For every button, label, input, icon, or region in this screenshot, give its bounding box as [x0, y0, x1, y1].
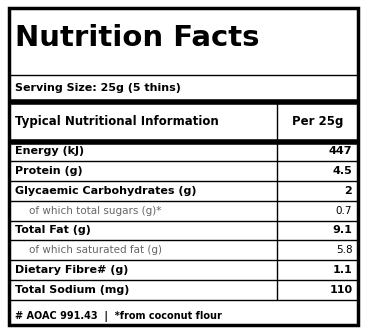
Text: Total Sodium (mg): Total Sodium (mg) [15, 285, 129, 295]
Text: Nutrition Facts: Nutrition Facts [15, 24, 259, 52]
Text: 4.5: 4.5 [333, 166, 352, 176]
Text: Serving Size: 25g (5 thins): Serving Size: 25g (5 thins) [15, 83, 181, 93]
Text: # AOAC 991.43  |  *from coconut flour: # AOAC 991.43 | *from coconut flour [15, 311, 222, 322]
Text: Protein (g): Protein (g) [15, 166, 82, 176]
Text: 110: 110 [329, 285, 352, 295]
Text: Total Fat (g): Total Fat (g) [15, 225, 91, 235]
Text: 5.8: 5.8 [336, 245, 352, 255]
Text: Per 25g: Per 25g [292, 115, 343, 128]
Text: 0.7: 0.7 [336, 206, 352, 216]
Text: Typical Nutritional Information: Typical Nutritional Information [15, 115, 218, 128]
Text: 9.1: 9.1 [333, 225, 352, 235]
Text: 1.1: 1.1 [333, 265, 352, 275]
Text: 447: 447 [329, 147, 352, 157]
Text: of which saturated fat (g): of which saturated fat (g) [29, 245, 162, 255]
Text: 2: 2 [345, 186, 352, 196]
Text: Glycaemic Carbohydrates (g): Glycaemic Carbohydrates (g) [15, 186, 196, 196]
Text: Dietary Fibre# (g): Dietary Fibre# (g) [15, 265, 128, 275]
Text: of which total sugars (g)*: of which total sugars (g)* [29, 206, 162, 216]
Text: Energy (kJ): Energy (kJ) [15, 147, 84, 157]
